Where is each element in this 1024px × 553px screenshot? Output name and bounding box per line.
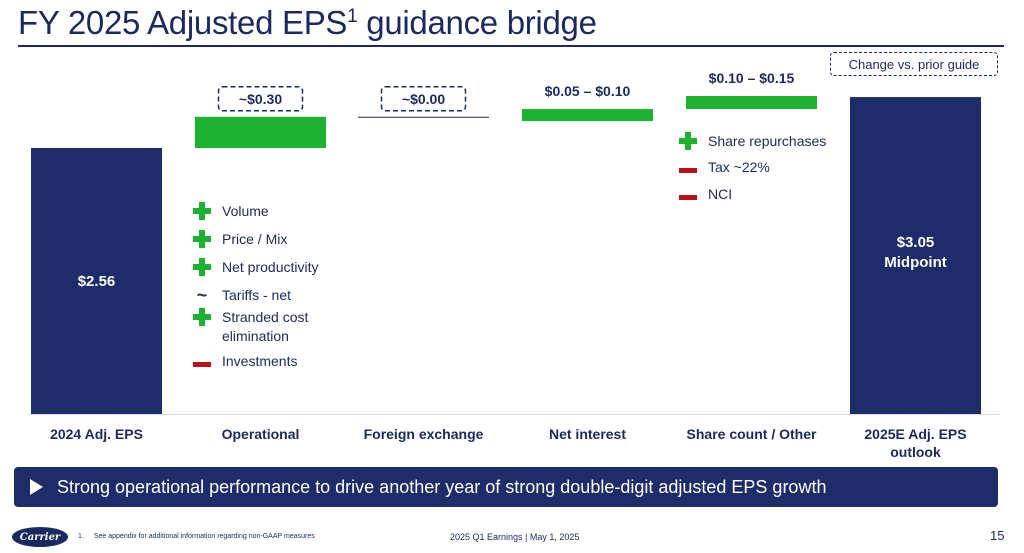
play-triangle-icon <box>30 479 43 495</box>
title-suffix: guidance bridge <box>357 4 597 41</box>
driver-item: Stranded cost elimination <box>193 308 353 346</box>
driver-text: Investments <box>222 353 298 369</box>
category-label-net-interest: Net interest <box>549 426 626 442</box>
data-label-net-interest: $0.05 – $0.10 <box>545 83 631 99</box>
footnote-number: 1. <box>78 533 84 540</box>
plus-icon <box>193 230 211 248</box>
bar-2024-adj-eps <box>31 147 162 414</box>
footnote: 1. See appendix for additional informatio… <box>78 533 315 540</box>
driver-item: Tax ~22% <box>679 158 839 177</box>
title-divider <box>18 45 1004 47</box>
driver-item: Share repurchases <box>679 132 839 151</box>
legend-change-vs-prior-guide: Change vs. prior guide <box>830 52 998 76</box>
title-superscript: 1 <box>347 6 358 27</box>
minus-icon <box>193 352 211 370</box>
bar-2025e-adj-eps-outlook <box>850 97 981 415</box>
driver-text: Volume <box>222 203 269 219</box>
bar-operational <box>195 116 326 148</box>
category-label-2024-adj-eps: 2024 Adj. EPS <box>50 426 143 442</box>
plus-icon <box>193 258 211 276</box>
minus-icon <box>679 185 697 203</box>
data-label-share-count-other: $0.10 – $0.15 <box>709 70 795 86</box>
eps-bridge-chart: $2.56 ~$0.30 ~$0.00 $0.05 – $0.10 $0.10 – $0… <box>30 70 1000 460</box>
title-main: FY 2025 Adjusted EPS <box>18 4 348 41</box>
data-label-foreign-exchange: ~$0.00 <box>402 91 445 107</box>
plus-icon <box>679 132 697 150</box>
data-label-2025e-adj-eps-outlook: $3.05 Midpoint <box>884 234 946 271</box>
category-label-foreign-exchange: Foreign exchange <box>364 426 484 442</box>
category-label-share-count-other: Share count / Other <box>687 426 817 442</box>
banner-text: Strong operational performance to drive … <box>57 476 827 497</box>
driver-item: Price / Mix <box>193 230 353 249</box>
page-number: 15 <box>990 528 1005 543</box>
bar-group <box>31 96 981 415</box>
driver-text: Stranded cost elimination <box>222 309 309 344</box>
driver-text: NCI <box>708 186 733 202</box>
driver-item: NCI <box>679 185 839 204</box>
footnote-text: See appendix for additional information … <box>93 533 315 540</box>
driver-text: Net productivity <box>222 259 319 275</box>
data-label-operational: ~$0.30 <box>239 91 282 107</box>
driver-text: Price / Mix <box>222 231 288 247</box>
driver-text: Tariffs - net <box>222 287 291 303</box>
driver-item: Net productivity <box>193 258 353 277</box>
driver-text: Tax ~22% <box>708 159 770 175</box>
data-label-box-foreign-exchange <box>380 86 467 112</box>
data-label-box-operational <box>217 86 304 112</box>
driver-item: Investments <box>193 352 353 371</box>
summary-banner: Strong operational performance to drive … <box>14 467 998 507</box>
driver-item: ~ Tariffs - net <box>193 286 353 305</box>
driver-text: Share repurchases <box>708 133 827 149</box>
event-date: 2025 Q1 Earnings | May 1, 2025 <box>450 532 580 542</box>
plus-icon <box>193 202 211 220</box>
bar-share-count-other <box>686 96 817 110</box>
category-label-2025e-adj-eps-outlook: 2025E Adj. EPS outlook <box>864 426 966 460</box>
carrier-logo: Carrier <box>12 527 68 547</box>
plus-icon <box>193 308 211 326</box>
minus-icon <box>679 158 697 176</box>
tilde-icon: ~ <box>196 285 208 305</box>
category-label-operational: Operational <box>222 426 300 442</box>
bar-net-interest <box>522 109 653 122</box>
page-title: FY 2025 Adjusted EPS1 guidance bridge <box>18 4 597 42</box>
category-label-group: 2024 Adj. EPS Operational Foreign exchange… <box>50 426 967 460</box>
driver-item: Volume <box>193 202 353 221</box>
data-label-2024-adj-eps: $2.56 <box>78 273 116 290</box>
data-label-group: $2.56 ~$0.30 ~$0.00 $0.05 – $0.10 $0.10 – $0… <box>78 70 947 290</box>
